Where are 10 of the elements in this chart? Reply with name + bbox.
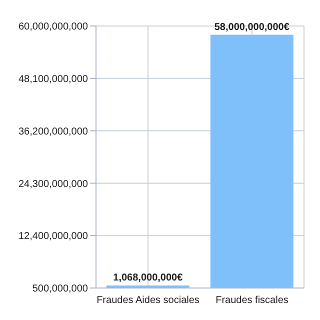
y-tick-label: 36,200,000,000 xyxy=(18,126,88,138)
y-tick-label: 60,000,000,000 xyxy=(18,22,88,33)
x-tick-label: Fraudes Aides sociales xyxy=(96,295,200,306)
y-tick-label: 12,400,000,000 xyxy=(18,231,88,242)
y-tick-label: 48,100,000,000 xyxy=(18,74,88,85)
y-tick-label: 500,000,000 xyxy=(32,284,88,295)
y-tick-label: 24,300,000,000 xyxy=(18,178,88,190)
data-label: 1,068,000,000€ xyxy=(113,272,184,284)
data-label: 58,000,000,000€ xyxy=(214,22,290,33)
x-tick-label: Fraudes fiscales xyxy=(216,295,288,306)
